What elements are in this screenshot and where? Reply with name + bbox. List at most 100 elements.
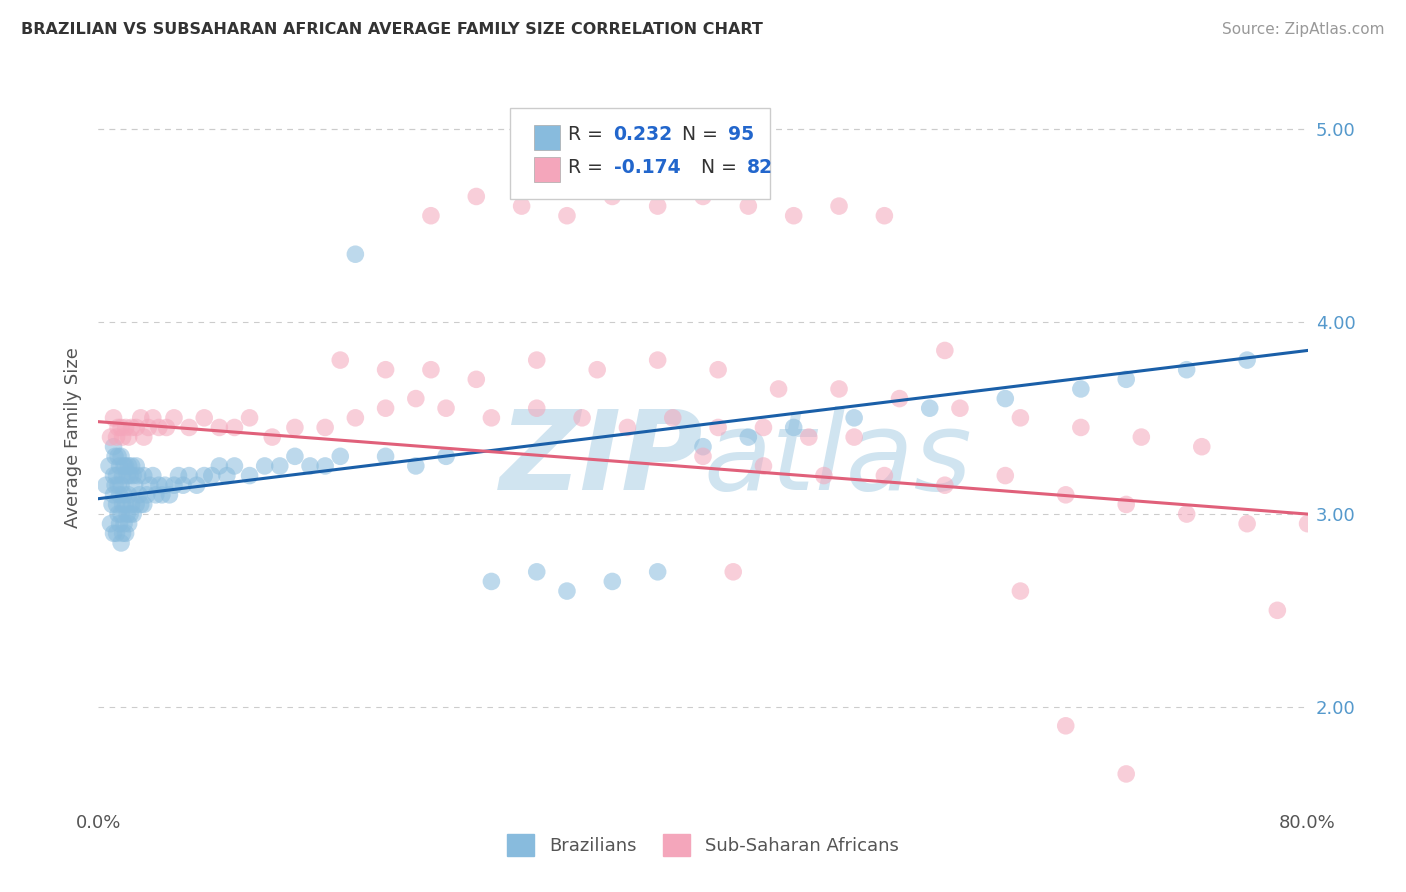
Point [107,450,129,464]
Point [121,420,143,434]
Point [329,450,352,464]
Point [405,392,427,406]
Point [135,488,157,502]
Point [344,410,367,425]
Point [1070,420,1092,434]
Point [145,488,167,502]
Point [889,392,911,406]
Point [103,488,125,502]
Point [1175,362,1198,376]
Point [768,382,790,396]
Point [616,420,638,434]
Point [179,420,201,434]
Point [139,478,162,492]
Point [107,420,129,434]
Point [107,507,129,521]
Point [481,410,503,425]
Point [110,536,132,550]
Text: BRAZILIAN VS SUBSAHARAN AFRICAN AVERAGE FAMILY SIZE CORRELATION CHART: BRAZILIAN VS SUBSAHARAN AFRICAN AVERAGE … [21,22,763,37]
Point [114,526,136,541]
Point [329,353,352,368]
Point [215,468,238,483]
Point [224,420,246,434]
Point [112,516,135,531]
Point [526,565,548,579]
Point [465,372,488,386]
Point [481,574,503,589]
Point [374,362,396,376]
Point [934,343,956,358]
Point [110,450,132,464]
Point [111,498,134,512]
Point [118,488,141,502]
Point [132,430,155,444]
Point [224,458,246,473]
Point [129,498,152,512]
Point [692,189,714,203]
Point [284,420,307,434]
Point [1054,719,1077,733]
Point [344,247,367,261]
Point [100,516,122,531]
Point [136,420,159,434]
Text: atlas: atlas [703,406,972,513]
Point [111,430,134,444]
Text: N =: N = [700,159,742,178]
Point [105,468,128,483]
Text: N =: N = [682,126,724,145]
Point [405,458,427,473]
Text: Source: ZipAtlas.com: Source: ZipAtlas.com [1222,22,1385,37]
Point [155,420,177,434]
Point [994,392,1017,406]
Point [125,420,148,434]
Point [647,199,669,213]
Point [374,450,396,464]
Point [661,410,683,425]
Point [110,420,132,434]
Point [94,478,117,492]
Point [555,584,578,599]
Point [148,420,170,434]
Point [949,401,972,416]
Point [121,498,143,512]
Point [314,458,336,473]
Point [193,410,215,425]
Point [114,498,136,512]
Point [132,498,155,512]
Point [1115,498,1137,512]
Point [314,420,336,434]
Point [128,488,150,502]
Point [420,362,443,376]
Point [125,498,148,512]
Point [105,498,128,512]
Point [163,410,186,425]
Point [1267,603,1289,617]
Point [737,430,759,444]
Point [1010,410,1032,425]
Point [122,507,145,521]
Point [707,362,730,376]
Point [104,478,127,492]
Point [571,410,593,425]
Point [208,420,231,434]
Point [163,478,186,492]
Point [783,209,806,223]
Point [120,507,142,521]
Point [101,498,124,512]
Point [111,468,134,483]
Point [122,468,145,483]
Point [434,401,457,416]
Point [828,382,851,396]
Text: 0.232: 0.232 [613,126,672,145]
Point [434,450,457,464]
Point [647,565,669,579]
Point [374,401,396,416]
Point [1115,372,1137,386]
Point [813,468,835,483]
Point [148,478,170,492]
Text: 95: 95 [728,126,755,145]
Point [239,468,262,483]
Point [586,362,609,376]
Point [465,189,488,203]
Point [844,430,866,444]
